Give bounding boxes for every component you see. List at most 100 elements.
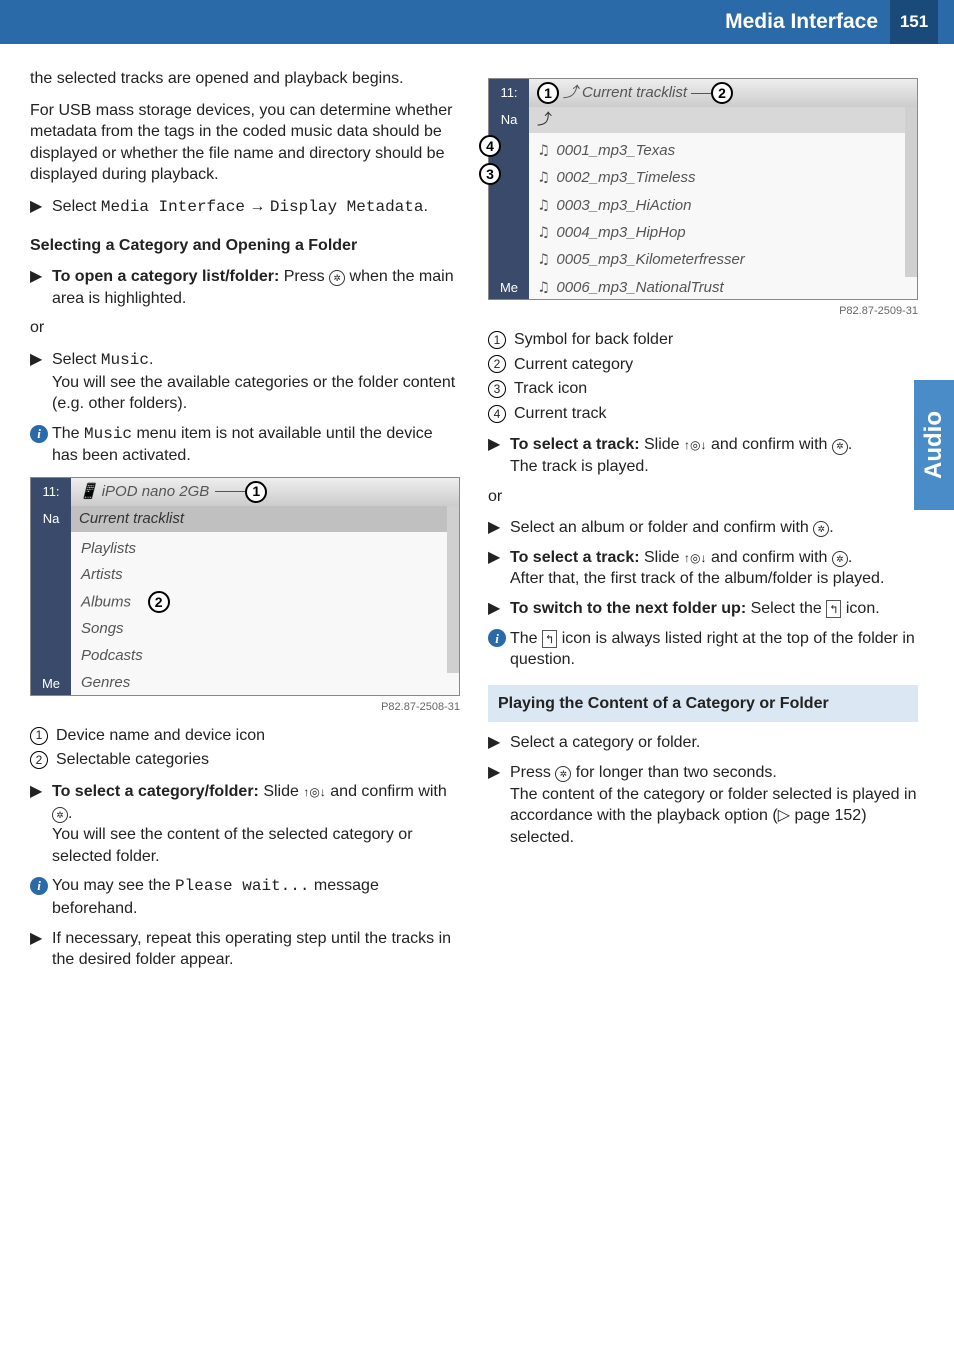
ss-item-text: 0002_mp3_Timeless bbox=[556, 169, 695, 186]
legend-num: 4 bbox=[488, 405, 506, 423]
text: and confirm with bbox=[707, 436, 832, 453]
text: If necessary, repeat this operating step… bbox=[52, 928, 460, 971]
section-heading: Selecting a Category and Opening a Folde… bbox=[30, 235, 460, 257]
bullet-icon: ▶ bbox=[488, 732, 510, 754]
callout-3: 3 bbox=[479, 163, 501, 185]
ss-item: Genres bbox=[71, 673, 459, 695]
knob-icon: ✲ bbox=[555, 766, 571, 782]
text: Select a category or folder. bbox=[510, 732, 918, 754]
info-note: i The ↰ icon is always listed right at t… bbox=[488, 628, 918, 671]
bullet-icon: ▶ bbox=[488, 762, 510, 848]
text: → bbox=[245, 198, 270, 215]
callout-1: 1 bbox=[537, 82, 559, 104]
callout-2: 2 bbox=[148, 591, 170, 613]
legend-text: Symbol for back folder bbox=[514, 329, 673, 351]
text: The track is played. bbox=[510, 456, 918, 478]
knob-icon: ✲ bbox=[52, 807, 68, 823]
text: Select bbox=[52, 198, 101, 215]
bullet-icon: ▶ bbox=[488, 598, 510, 620]
para: the selected tracks are opened and playb… bbox=[30, 68, 460, 90]
right-column: 11: 1 ⤴ Current tracklist 2 Na ⤴ 4 3 bbox=[488, 68, 918, 979]
text: Select bbox=[52, 351, 101, 368]
info-icon: i bbox=[488, 629, 506, 647]
page-number: 151 bbox=[890, 0, 938, 44]
text: and confirm with bbox=[326, 783, 447, 800]
text-bold: To select a track: bbox=[510, 549, 640, 566]
text: You may see the bbox=[52, 877, 175, 894]
legend: 1Symbol for back folder 2Current categor… bbox=[488, 329, 918, 424]
instruction: ▶ Press ✲ for longer than two seconds. T… bbox=[488, 762, 918, 848]
legend-num: 3 bbox=[488, 380, 506, 398]
knob-icon: ✲ bbox=[832, 551, 848, 567]
instruction: ▶ To select a category/folder: Slide ↑◎↓… bbox=[30, 781, 460, 867]
ss-current: Current tracklist bbox=[71, 506, 459, 532]
text: and confirm with bbox=[707, 549, 832, 566]
ss-item-text: 0004_mp3_HipHop bbox=[556, 224, 685, 241]
instruction: ▶ Select a category or folder. bbox=[488, 732, 918, 754]
mono: Music bbox=[101, 351, 149, 369]
instruction: ▶ Select an album or folder and confirm … bbox=[488, 517, 918, 539]
text: Press bbox=[510, 764, 555, 781]
ss-item: ♫ 0003_mp3_HiAction bbox=[529, 192, 905, 219]
text: . bbox=[423, 198, 427, 215]
ss-item-text: 0003_mp3_HiAction bbox=[556, 197, 691, 214]
folder-up-icon: ↰ bbox=[542, 630, 557, 648]
slide-icon: ↑◎↓ bbox=[684, 438, 706, 452]
ss-device: iPOD nano 2GB bbox=[102, 482, 210, 502]
text-bold: To select a track: bbox=[510, 436, 640, 453]
legend: 1Device name and device icon 2Selectable… bbox=[30, 725, 460, 771]
mono: Display Metadata bbox=[270, 198, 424, 216]
info-icon: i bbox=[30, 425, 48, 443]
info-icon: i bbox=[30, 877, 48, 895]
bullet-icon: ▶ bbox=[488, 517, 510, 539]
text: . bbox=[149, 351, 153, 368]
mono: Media Interface bbox=[101, 198, 245, 216]
instruction: ▶ Select Media Interface → Display Metad… bbox=[30, 196, 460, 219]
folder-up-icon: ↰ bbox=[826, 600, 841, 618]
knob-icon: ✲ bbox=[832, 439, 848, 455]
bullet-icon: ▶ bbox=[30, 781, 52, 867]
header-bar: Media Interface 151 bbox=[0, 0, 954, 44]
or-text: or bbox=[488, 486, 918, 508]
ss-time: 11: bbox=[489, 79, 529, 107]
instruction: ▶ To select a track: Slide ↑◎↓ and confi… bbox=[488, 434, 918, 477]
text: The bbox=[510, 630, 542, 647]
text-bold: To open a category list/folder: bbox=[52, 268, 279, 285]
slide-icon: ↑◎↓ bbox=[684, 551, 706, 565]
ss-item-text: 0001_mp3_Texas bbox=[556, 142, 675, 159]
ss-caption: P82.87-2509-31 bbox=[488, 304, 918, 319]
para: For USB mass storage devices, you can de… bbox=[30, 100, 460, 186]
legend-text: Track icon bbox=[514, 378, 587, 400]
ss-me: Me bbox=[31, 673, 71, 695]
callout-4: 4 bbox=[479, 135, 501, 157]
ss-nav: Na bbox=[31, 506, 71, 532]
text: You will see the content of the selected… bbox=[52, 824, 460, 867]
mono: Please wait... bbox=[175, 877, 309, 895]
legend-num: 1 bbox=[488, 331, 506, 349]
ss-item: ♫ 0005_mp3_Kilometerfresser bbox=[529, 246, 905, 273]
ss-item: Albums 2 bbox=[71, 588, 447, 616]
ss-caption: P82.87-2508-31 bbox=[30, 700, 460, 715]
bullet-icon: ▶ bbox=[488, 434, 510, 477]
or-text: or bbox=[30, 317, 460, 339]
text: for longer than two seconds. bbox=[571, 764, 776, 781]
text: Select an album or folder and confirm wi… bbox=[510, 519, 813, 536]
text: The content of the category or folder se… bbox=[510, 784, 918, 849]
ss-item: ♫ 0004_mp3_HipHop bbox=[529, 219, 905, 246]
info-note: i The Music menu item is not available u… bbox=[30, 423, 460, 467]
instruction: ▶ If necessary, repeat this operating st… bbox=[30, 928, 460, 971]
ss-item: ♫ 0001_mp3_Texas bbox=[529, 137, 905, 164]
bullet-icon: ▶ bbox=[30, 266, 52, 309]
text: Press bbox=[279, 268, 329, 285]
legend-num: 1 bbox=[30, 727, 48, 745]
text: You will see the available categories or… bbox=[52, 372, 460, 415]
text: Slide bbox=[259, 783, 303, 800]
text: icon is always listed right at the top o… bbox=[510, 630, 915, 669]
instruction: ▶ Select Music. You will see the availab… bbox=[30, 349, 460, 415]
callout-2: 2 bbox=[711, 82, 733, 104]
ss-item-text: 0005_mp3_Kilometerfresser bbox=[556, 251, 744, 268]
legend-text: Selectable categories bbox=[56, 749, 209, 771]
ss-item: Playlists bbox=[71, 536, 447, 562]
ss-nav: Na bbox=[489, 107, 529, 133]
info-note: i You may see the Please wait... message… bbox=[30, 875, 460, 919]
